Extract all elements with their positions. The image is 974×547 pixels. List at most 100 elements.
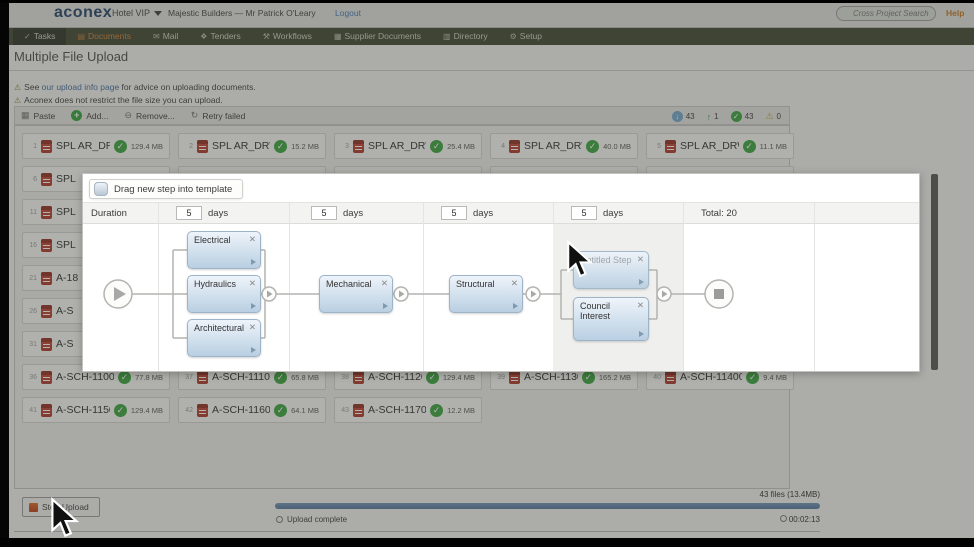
step-forward-icon[interactable]: [639, 279, 644, 285]
file-name: A-SCH-11600: [212, 404, 271, 416]
file-chip[interactable]: 43 A-SCH-11700✓12.2 MB: [334, 397, 482, 423]
file-chip[interactable]: 4 SPL AR_DRW ✓40.0 MB: [490, 133, 638, 159]
nav-tenders[interactable]: ❖ Tenders: [200, 31, 241, 41]
duration-input-1[interactable]: [176, 206, 202, 220]
step-council-interest[interactable]: Council Interest ✕: [573, 297, 649, 341]
remove-step-icon[interactable]: ✕: [248, 278, 256, 288]
check-icon: ✓: [586, 139, 600, 153]
file-size: 129.4 MB: [130, 405, 163, 415]
logout-link[interactable]: Logout: [335, 8, 361, 18]
duration-input-3[interactable]: [441, 206, 467, 220]
step-electrical[interactable]: Electrical ✕: [187, 231, 261, 269]
file-icon: [41, 205, 52, 219]
cross-project-search-input[interactable]: [836, 6, 936, 21]
chevron-down-icon: [154, 11, 163, 17]
step-forward-icon[interactable]: [383, 303, 388, 309]
frame-bar: [0, 538, 974, 547]
check-icon: ✓: [113, 139, 127, 153]
file-chip[interactable]: 42 A-SCH-11600✓64.1 MB: [178, 397, 326, 423]
paste-icon: ▦: [21, 110, 30, 120]
remove-button[interactable]: ⊖ Remove...: [124, 110, 175, 121]
warning-icon: ⚠: [765, 111, 774, 121]
file-index: 3: [345, 142, 349, 150]
file-icon: [41, 403, 52, 417]
mouse-cursor: [51, 497, 80, 538]
warning-icon: ⚠: [14, 96, 22, 105]
elapsed-time: 00:02:13: [700, 515, 820, 524]
workflow-icon: ⚒: [262, 32, 270, 41]
check-icon: ✓: [742, 139, 756, 153]
step-structural[interactable]: Structural ✕: [449, 275, 523, 313]
duration-input-4[interactable]: [571, 206, 597, 220]
file-index: 16: [29, 241, 37, 249]
nav-supplier-documents[interactable]: ▦ Supplier Documents: [333, 31, 422, 41]
remove-step-icon[interactable]: ✕: [636, 300, 644, 310]
drag-new-step-button[interactable]: Drag new step into template: [89, 179, 244, 199]
help-link[interactable]: Help: [946, 8, 965, 18]
file-index: 42: [185, 406, 193, 414]
file-icon: [353, 139, 364, 153]
tenders-icon: ❖: [200, 32, 208, 41]
file-icon: [41, 337, 52, 351]
file-name: SPL AR_DRW: [524, 140, 582, 152]
file-name: A-SCH-11200: [368, 371, 422, 383]
file-size: 15.2 MB: [291, 141, 319, 151]
nav-tasks[interactable]: ✓ Tasks: [13, 28, 67, 45]
upload-info-notice: ⚠ See our upload info page for advice on …: [14, 82, 256, 92]
file-chip[interactable]: 2 SPL AR_DRW ✓15.2 MB: [178, 133, 326, 159]
file-index: 21: [29, 274, 37, 282]
file-icon: [197, 139, 208, 153]
step-forward-icon[interactable]: [513, 303, 518, 309]
file-name: A-18: [56, 272, 79, 284]
file-name: A-SCH-11400: [680, 371, 743, 383]
retry-failed-button[interactable]: ↻ Retry failed: [190, 110, 246, 121]
file-name: SPL: [56, 206, 76, 218]
total-duration-label: Total: 20: [701, 208, 737, 219]
file-size: 129.4 MB: [130, 141, 163, 151]
mouse-cursor: [567, 240, 594, 278]
project-selector[interactable]: Hotel VIP: [112, 8, 163, 18]
step-mechanical[interactable]: Mechanical ✕: [319, 275, 393, 313]
file-icon: [197, 403, 208, 417]
nav-documents[interactable]: ▤ Documents: [77, 31, 131, 41]
dialog-scrollbar[interactable]: [931, 174, 938, 370]
file-index: 41: [29, 406, 37, 414]
step-forward-icon[interactable]: [251, 347, 256, 353]
step-architectural[interactable]: Architectural ✕: [187, 319, 261, 357]
step-forward-icon[interactable]: [639, 331, 644, 337]
paste-button[interactable]: ▦ Paste: [21, 110, 56, 121]
refresh-icon: ↻: [190, 110, 199, 120]
workflow-canvas: Electrical ✕ Hydraulics ✕ Architectural ✕ M…: [83, 224, 919, 371]
remove-step-icon[interactable]: ✕: [248, 234, 256, 244]
file-chip[interactable]: 41 A-SCH-11500✓129.4 MB: [22, 397, 170, 423]
column-divider: [289, 202, 290, 371]
step-forward-icon[interactable]: [251, 303, 256, 309]
file-chip[interactable]: 1 SPL AR_DRW✓129.4 MB: [22, 133, 170, 159]
remove-step-icon[interactable]: ✕: [636, 254, 644, 264]
file-chip[interactable]: 5 SPL AR_DRW✓11.1 MB: [646, 133, 794, 159]
nav-mail[interactable]: ✉ Mail: [153, 31, 179, 41]
file-name: A-S: [56, 305, 74, 317]
file-icon: [665, 370, 676, 384]
check-icon: ✓: [24, 32, 31, 41]
nav-directory[interactable]: ▥ Directory: [443, 31, 488, 41]
step-hydraulics[interactable]: Hydraulics ✕: [187, 275, 261, 313]
remove-step-icon[interactable]: ✕: [380, 278, 388, 288]
check-icon: ✓: [425, 370, 439, 384]
upload-info-page-link[interactable]: our upload info page: [41, 82, 120, 92]
remove-step-icon[interactable]: ✕: [248, 322, 256, 332]
check-icon: ✓: [746, 370, 760, 384]
add-button[interactable]: + Add...: [71, 110, 108, 121]
duration-input-2[interactable]: [311, 206, 337, 220]
file-name: SPL AR_DRW: [368, 140, 426, 152]
remove-step-icon[interactable]: ✕: [510, 278, 518, 288]
step-forward-icon[interactable]: [251, 259, 256, 265]
file-icon: [665, 139, 676, 153]
days-label: days: [343, 208, 364, 219]
file-icon: [197, 370, 208, 384]
nav-setup[interactable]: ⚙ Setup: [509, 31, 543, 41]
file-chip[interactable]: 3 SPL AR_DRW ✓25.4 MB: [334, 133, 482, 159]
org-user-label: Majestic Builders — Mr Patrick O'Leary: [168, 8, 316, 18]
nav-workflows[interactable]: ⚒ Workflows: [262, 31, 312, 41]
